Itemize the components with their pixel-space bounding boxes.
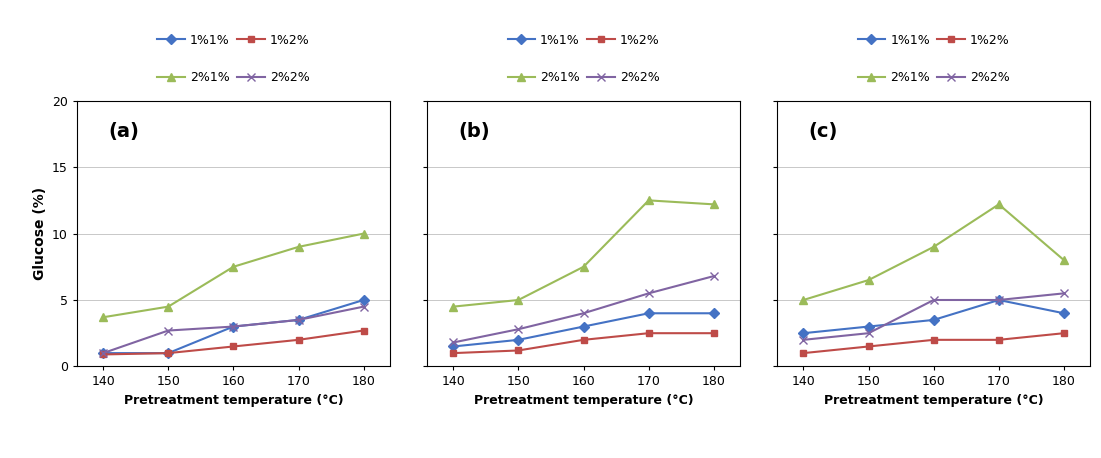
1%1% — [1057, 311, 1070, 316]
2%2% — [512, 327, 525, 332]
1%1% — [227, 324, 240, 329]
1%1% — [642, 311, 655, 316]
1%2% — [97, 352, 110, 357]
Legend: 2%1%, 2%2%: 2%1%, 2%2% — [157, 71, 309, 84]
Line: 2%1%: 2%1% — [99, 229, 368, 322]
Line: 2%1%: 2%1% — [449, 196, 718, 311]
1%1% — [577, 324, 590, 329]
Line: 2%2%: 2%2% — [99, 302, 368, 357]
2%1% — [992, 202, 1005, 207]
2%2% — [162, 328, 175, 333]
2%1% — [97, 315, 110, 320]
2%2% — [862, 331, 875, 336]
2%1% — [642, 198, 655, 203]
2%1% — [447, 304, 460, 310]
X-axis label: Pretreatment temperature (°C): Pretreatment temperature (°C) — [123, 394, 344, 407]
1%2% — [862, 344, 875, 349]
Line: 1%2%: 1%2% — [100, 327, 367, 358]
X-axis label: Pretreatment temperature (°C): Pretreatment temperature (°C) — [473, 394, 694, 407]
2%1% — [292, 244, 305, 250]
2%1% — [357, 231, 370, 236]
2%2% — [577, 311, 590, 316]
2%1% — [512, 297, 525, 303]
2%1% — [577, 264, 590, 269]
2%2% — [447, 340, 460, 345]
2%2% — [642, 291, 655, 296]
Line: 1%2%: 1%2% — [800, 330, 1067, 357]
1%1% — [162, 350, 175, 356]
2%1% — [862, 278, 875, 283]
2%2% — [927, 297, 940, 303]
Line: 2%2%: 2%2% — [449, 272, 718, 347]
1%1% — [707, 311, 720, 316]
Line: 2%1%: 2%1% — [799, 200, 1068, 304]
1%2% — [1057, 331, 1070, 336]
2%2% — [707, 273, 720, 279]
1%1% — [512, 337, 525, 343]
1%2% — [292, 337, 305, 343]
Line: 2%2%: 2%2% — [799, 289, 1068, 344]
1%2% — [927, 337, 940, 343]
2%1% — [1057, 257, 1070, 263]
Line: 1%2%: 1%2% — [450, 330, 717, 357]
1%1% — [862, 324, 875, 329]
2%1% — [227, 264, 240, 269]
1%2% — [642, 331, 655, 336]
Line: 1%1%: 1%1% — [450, 310, 717, 350]
2%1% — [162, 304, 175, 310]
1%1% — [797, 331, 810, 336]
2%2% — [357, 304, 370, 310]
2%2% — [97, 350, 110, 356]
1%1% — [357, 297, 370, 303]
1%2% — [577, 337, 590, 343]
1%2% — [447, 350, 460, 356]
Text: (a): (a) — [108, 122, 139, 141]
2%2% — [797, 337, 810, 343]
1%1% — [992, 297, 1005, 303]
1%1% — [97, 350, 110, 356]
1%1% — [447, 344, 460, 349]
2%1% — [707, 202, 720, 207]
1%2% — [357, 328, 370, 333]
2%1% — [927, 244, 940, 250]
Y-axis label: Glucose (%): Glucose (%) — [33, 187, 46, 280]
2%2% — [227, 324, 240, 329]
2%2% — [992, 297, 1005, 303]
Legend: 2%1%, 2%2%: 2%1%, 2%2% — [858, 71, 1010, 84]
1%2% — [992, 337, 1005, 343]
X-axis label: Pretreatment temperature (°C): Pretreatment temperature (°C) — [824, 394, 1044, 407]
1%2% — [512, 348, 525, 353]
Text: (c): (c) — [808, 122, 838, 141]
1%1% — [927, 317, 940, 323]
1%1% — [292, 317, 305, 323]
Line: 1%1%: 1%1% — [800, 296, 1067, 337]
1%2% — [162, 350, 175, 356]
Text: (b): (b) — [458, 122, 490, 141]
2%1% — [797, 297, 810, 303]
1%2% — [227, 344, 240, 349]
Legend: 2%1%, 2%2%: 2%1%, 2%2% — [508, 71, 659, 84]
1%2% — [707, 331, 720, 336]
2%2% — [1057, 291, 1070, 296]
2%2% — [292, 317, 305, 323]
Line: 1%1%: 1%1% — [100, 296, 367, 357]
1%2% — [797, 350, 810, 356]
